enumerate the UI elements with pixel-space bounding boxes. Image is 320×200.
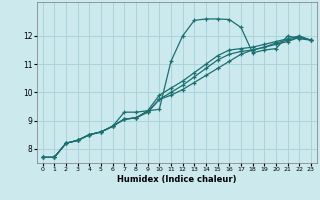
X-axis label: Humidex (Indice chaleur): Humidex (Indice chaleur) — [117, 175, 236, 184]
